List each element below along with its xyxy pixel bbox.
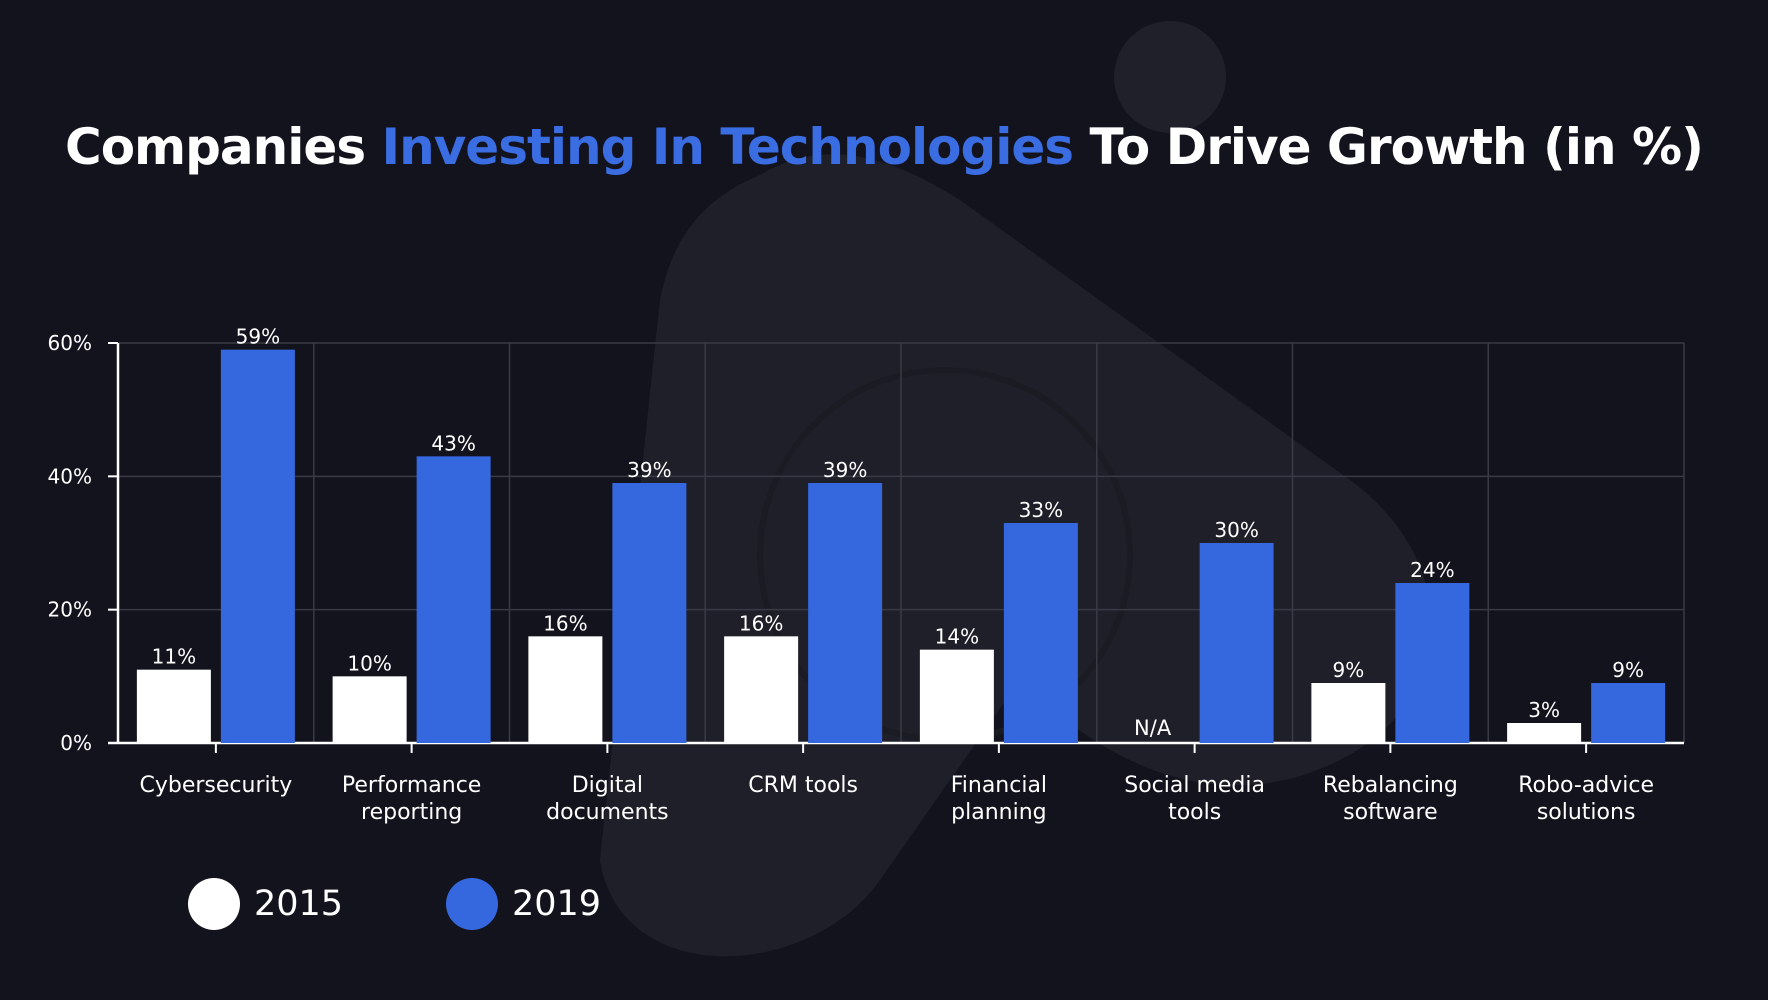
bar-2019 xyxy=(1199,543,1274,743)
bar-2019 xyxy=(1395,583,1470,743)
legend-label-2019: 2019 xyxy=(512,884,602,924)
bar-2015 xyxy=(528,636,603,743)
title-part1: Companies xyxy=(65,118,382,176)
deco-small-circle xyxy=(1114,21,1226,133)
data-label-2015: N/A xyxy=(1134,716,1172,740)
bar-2015 xyxy=(136,669,211,743)
data-label-2019: 30% xyxy=(1214,518,1258,542)
bar-2019 xyxy=(1003,523,1078,743)
x-tick-label: planning xyxy=(951,800,1046,825)
x-tick-label: tools xyxy=(1168,800,1221,825)
x-tick-label: reporting xyxy=(361,800,462,825)
legend-label-2015: 2015 xyxy=(254,884,344,924)
x-tick-label: documents xyxy=(546,800,668,825)
data-label-2019: 59% xyxy=(236,325,280,349)
bar-2015 xyxy=(724,636,799,743)
bar-2015 xyxy=(1311,683,1386,743)
y-tick-label: 20% xyxy=(48,598,92,622)
title-part2: To Drive Growth (in %) xyxy=(1073,118,1704,176)
bar-2019 xyxy=(612,483,687,743)
bar-2015 xyxy=(1507,723,1582,743)
data-label-2019: 39% xyxy=(627,458,671,482)
chart-title: Companies Investing In Technologies To D… xyxy=(0,118,1768,176)
bar-2019 xyxy=(220,349,295,743)
y-tick-label: 0% xyxy=(60,731,92,755)
data-label-2019: 43% xyxy=(431,431,475,455)
legend-item-2015: 2015 xyxy=(188,876,343,932)
title-highlight: Investing In Technologies xyxy=(381,118,1075,176)
x-tick-label: Social media xyxy=(1124,773,1265,798)
x-tick-label: solutions xyxy=(1537,800,1636,825)
bar-2019 xyxy=(416,456,491,743)
bar-2015 xyxy=(332,676,407,743)
bar-2019 xyxy=(1591,683,1666,743)
data-label-2015: 9% xyxy=(1333,658,1365,682)
data-label-2019: 24% xyxy=(1410,558,1454,582)
x-tick-label: Cybersecurity xyxy=(139,773,292,798)
data-label-2019: 33% xyxy=(1019,498,1063,522)
legend-item-2019: 2019 xyxy=(446,876,601,932)
data-label-2019: 9% xyxy=(1612,658,1644,682)
data-label-2015: 10% xyxy=(347,651,391,675)
bar-2019 xyxy=(808,483,883,743)
x-tick-label: Rebalancing xyxy=(1323,773,1458,798)
x-tick-label: Robo-advice xyxy=(1518,773,1654,798)
bar-2015 xyxy=(919,649,994,743)
y-tick-label: 40% xyxy=(48,464,92,488)
data-label-2015: 16% xyxy=(543,611,587,635)
data-label-2015: 14% xyxy=(935,625,979,649)
data-label-2015: 11% xyxy=(152,645,196,669)
data-label-2015: 3% xyxy=(1528,698,1560,722)
x-tick-label: CRM tools xyxy=(748,773,858,798)
x-tick-label: Financial xyxy=(951,773,1047,798)
data-label-2015: 16% xyxy=(739,611,783,635)
y-tick-label: 60% xyxy=(48,331,92,355)
legend-swatch-2019 xyxy=(446,878,498,930)
x-tick-label: software xyxy=(1343,800,1437,825)
legend-swatch-2015 xyxy=(188,878,240,930)
data-label-2019: 39% xyxy=(823,458,867,482)
x-tick-label: Digital xyxy=(572,773,643,798)
x-tick-label: Performance xyxy=(342,773,481,798)
